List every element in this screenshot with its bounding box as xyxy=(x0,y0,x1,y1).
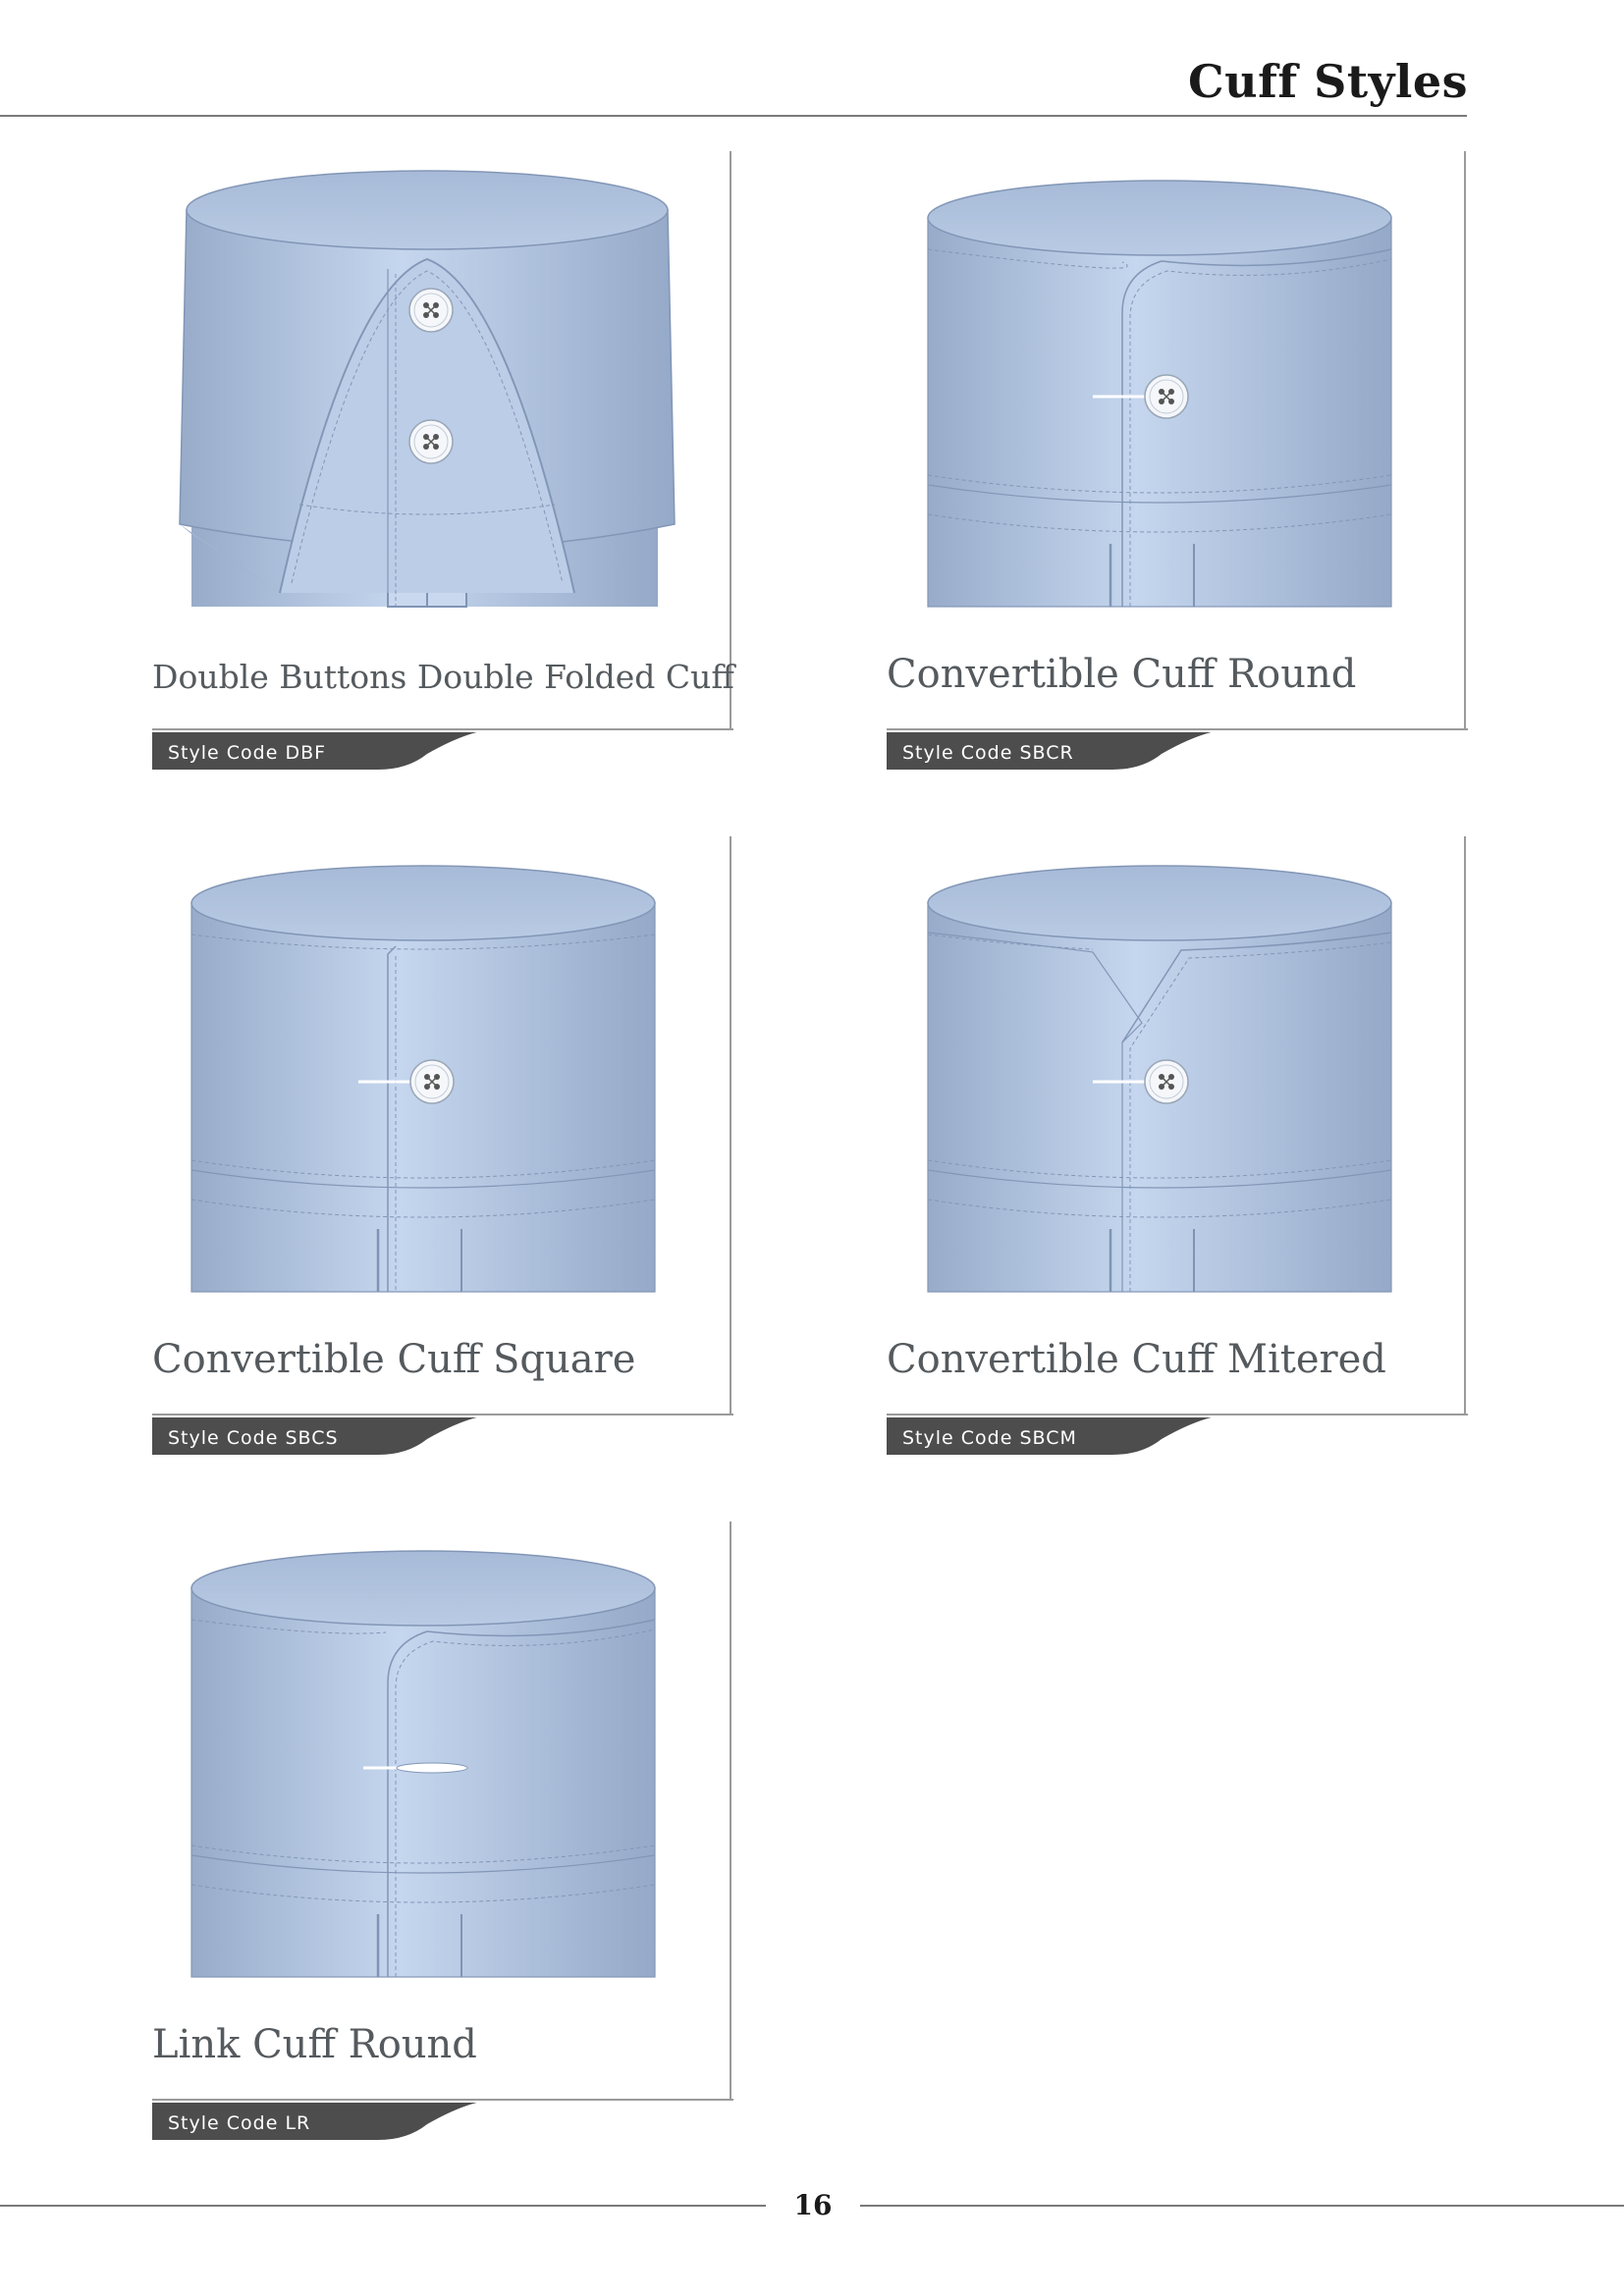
cuff-name: Double Buttons Double Folded Cuff xyxy=(152,658,734,696)
footer-rule xyxy=(0,2205,766,2207)
cuff-name: Convertible Cuff Square xyxy=(152,1337,636,1382)
cuff-illustration-lr xyxy=(190,1550,656,1978)
style-code: Style Code SBCR xyxy=(902,742,1074,764)
cuff-illustration-dbf xyxy=(179,170,676,608)
style-code-tag: Style Code LR xyxy=(152,2103,486,2142)
style-code: Style Code SBCM xyxy=(902,1427,1077,1449)
style-code-tag: Style Code DBF xyxy=(152,732,486,772)
style-code: Style Code LR xyxy=(168,2112,311,2134)
cuff-card-dbf: Double Buttons Double Folded Cuff Style … xyxy=(152,151,734,799)
card-frame xyxy=(730,151,731,730)
cuff-illustration-sbcr xyxy=(927,180,1392,608)
cuff-card-sbcr: Convertible Cuff Round Style Code SBCR xyxy=(887,151,1468,799)
style-code-tag: Style Code SBCS xyxy=(152,1417,486,1457)
card-frame xyxy=(1464,836,1466,1415)
card-frame xyxy=(730,1522,731,2101)
style-code-tag: Style Code SBCR xyxy=(887,732,1220,772)
footer-rule xyxy=(860,2205,1624,2207)
style-code-tag: Style Code SBCM xyxy=(887,1417,1220,1457)
cuff-illustration-sbcm xyxy=(927,865,1392,1293)
cuff-illustration-sbcs xyxy=(190,865,656,1293)
cuff-card-lr: Link Cuff Round Style Code LR xyxy=(152,1522,733,2169)
card-frame xyxy=(152,2099,733,2101)
cuff-card-sbcs: Convertible Cuff Square Style Code SBCS xyxy=(152,836,733,1484)
card-frame xyxy=(730,836,731,1415)
card-frame xyxy=(152,1414,733,1415)
cuff-name: Convertible Cuff Mitered xyxy=(887,1337,1386,1382)
style-code: Style Code DBF xyxy=(168,742,327,764)
style-code: Style Code SBCS xyxy=(168,1427,339,1449)
cuff-name: Link Cuff Round xyxy=(152,2022,477,2067)
page-title: Cuff Styles xyxy=(1188,55,1468,108)
cuff-card-sbcm: Convertible Cuff Mitered Style Code SBCM xyxy=(887,836,1468,1484)
card-frame xyxy=(152,728,733,730)
card-frame xyxy=(1464,151,1466,730)
card-frame xyxy=(887,1414,1468,1415)
header-rule xyxy=(0,115,1467,117)
cuff-name: Convertible Cuff Round xyxy=(887,652,1357,697)
card-frame xyxy=(887,728,1468,730)
page-number: 16 xyxy=(793,2189,833,2221)
